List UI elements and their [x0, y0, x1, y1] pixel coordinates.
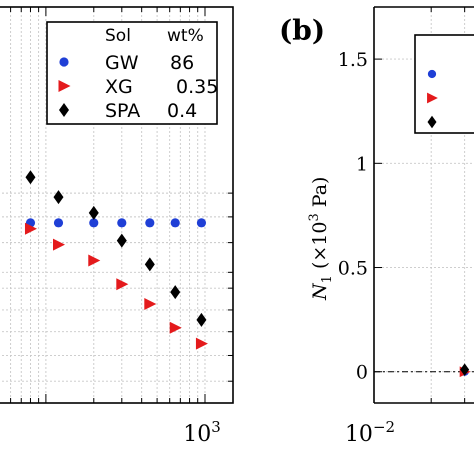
legend-marker-gw: [59, 57, 69, 67]
legend-box: [414, 34, 474, 134]
marker-xg: [88, 254, 101, 267]
marker-xg: [195, 337, 208, 350]
legend-label-spa: SPA: [105, 100, 140, 122]
marker-gw: [145, 218, 155, 228]
legend-marker-xg: [427, 92, 438, 104]
y-axis-label-part-0: N: [309, 282, 331, 301]
y-tick-label: 0: [356, 362, 368, 384]
y-axis-label-part-1: 1: [320, 275, 335, 283]
panel-a-ticks: [10, 7, 233, 403]
panel-b-y-tick-labels: 0 0.5 1 1.5: [338, 49, 368, 384]
panel-b-frame: [373, 6, 474, 404]
tick-base: 10: [183, 422, 211, 447]
y-axis-label-part-3: 3: [307, 213, 322, 221]
tick-exponent: 3: [211, 418, 221, 436]
legend-header-wt: wt%: [167, 26, 204, 46]
marker-spa: [460, 363, 470, 376]
y-tick-label: 0.5: [338, 258, 368, 280]
marker-gw: [170, 218, 180, 228]
y-axis-label-part-2: (×10: [309, 222, 331, 276]
marker-spa: [88, 205, 99, 220]
marker-spa: [196, 312, 207, 327]
marker-spa: [25, 170, 36, 185]
marker-spa: [116, 233, 127, 248]
marker-spa: [144, 257, 155, 272]
legend-marker-gw: [427, 69, 437, 79]
panel-a: Sol wt% GW 86 XG 0.35 SPA 0.4 103: [0, 6, 234, 447]
marker-spa: [53, 190, 64, 205]
panel-b-legend: [414, 34, 474, 134]
panel-a-legend: Sol wt% GW 86 XG 0.35 SPA 0.4: [46, 21, 218, 125]
panel-b-y-axis-label: N1 (×103 Pa): [307, 177, 335, 301]
marker-spa: [170, 285, 181, 300]
marker-gw: [53, 218, 64, 228]
panel-b-x-tick-label: 10−2: [345, 418, 395, 447]
panel-a-x-tick-label: 103: [183, 418, 221, 447]
y-tick-label: 1: [356, 153, 368, 175]
legend-header-sol: Sol: [105, 26, 131, 46]
legend-wt-xg: 0.35: [176, 76, 218, 98]
legend-marker-spa: [427, 115, 437, 129]
legend-wt-spa: 0.4: [167, 100, 197, 122]
panel-a-axes-box: [0, 6, 234, 404]
panel-a-frame: [0, 6, 234, 404]
marker-gw: [196, 218, 207, 228]
legend-marker-xg: [58, 80, 71, 92]
panel-a-markers: [24, 170, 208, 350]
y-axis-label-part-4: Pa): [309, 177, 331, 214]
legend-marker-spa: [59, 103, 69, 117]
legend-wt-gw: 86: [170, 52, 194, 74]
marker-xg: [116, 278, 129, 291]
marker-xg: [144, 298, 157, 310]
marker-xg: [52, 238, 65, 251]
panel-b-label: (b): [279, 14, 325, 47]
legend-label-xg: XG: [105, 76, 133, 98]
marker-gw: [117, 218, 127, 228]
tick-exponent: −2: [373, 418, 395, 436]
legend-box: [46, 21, 218, 125]
y-tick-label: 1.5: [338, 49, 368, 71]
legend-label-gw: GW: [105, 52, 139, 74]
tick-base: 10: [345, 422, 373, 447]
marker-xg: [169, 321, 182, 334]
panel-b-markers: [459, 363, 471, 378]
panel-b: 00.511.5 10−2 N1 (×103 Pa) (b): [279, 6, 474, 447]
marker-gw: [89, 218, 99, 228]
marker-xg: [24, 222, 37, 235]
